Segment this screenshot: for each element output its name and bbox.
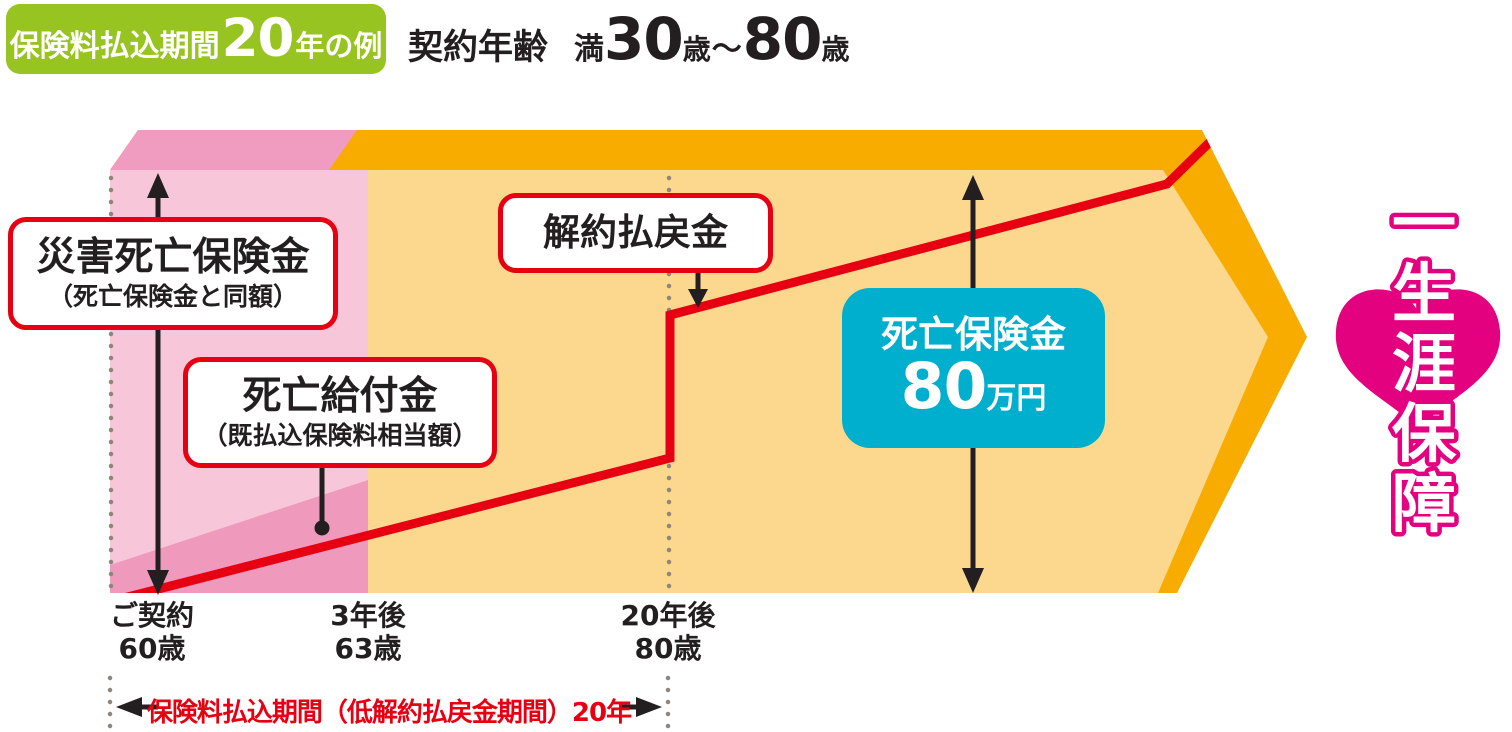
death-insurance-unit: 万円: [986, 381, 1047, 417]
catchphrase-char-1: 一: [1392, 188, 1456, 262]
death-benefit-wedge: [110, 480, 368, 593]
premium-period-badge: 保険料払込期間 20 年の例: [6, 4, 386, 74]
front-face-orange: [368, 170, 1268, 593]
axis-3years-line1: 3年後: [330, 599, 406, 632]
axis-contract-line1: ご契約: [109, 599, 194, 632]
age-from-unit: 歳: [682, 33, 711, 66]
death-benefit-subtitle: （既払込保険料相当額）: [202, 420, 478, 450]
top-face-pink: [110, 130, 357, 170]
age-to: 80: [742, 5, 823, 73]
accident-death-benefit-label: 災害死亡保険金 （死亡保険金と同額）: [8, 217, 338, 330]
axis-3years-line2: 63歳: [334, 632, 402, 665]
axis-20years-line1: 20年後: [620, 599, 716, 632]
catchphrase-vertical-text: 一 生 涯 保 障: [1388, 184, 1462, 547]
surrender-value-label: 解約払戻金: [498, 193, 773, 273]
badge-suffix: 年の例: [295, 29, 383, 63]
death-insurance-amount-line: 80万円: [901, 354, 1047, 420]
axis-20years-line2: 80歳: [634, 632, 702, 665]
catchphrase-char-4: 保: [1392, 398, 1457, 472]
age-label: 契約年齢: [408, 28, 549, 68]
surrender-pointer-arrow: [688, 272, 708, 308]
surrender-value-line: [110, 132, 1220, 593]
catchphrase-char-5: 障: [1392, 468, 1456, 542]
death-insurance-amount: 80: [900, 350, 988, 424]
catchphrase-char-3: 涯: [1392, 328, 1456, 402]
age-to-unit: 歳: [821, 33, 850, 66]
death-benefit-connector: [314, 466, 330, 536]
period-arrow-left: [116, 697, 158, 717]
premium-period-note: 保険料払込期間（低解約払戻金期間）20年: [146, 698, 632, 728]
catchphrase-char-2: 生: [1392, 258, 1456, 332]
death-insurance-amount-box: 死亡保険金 80万円: [842, 288, 1105, 448]
age-separator: ～: [711, 32, 742, 67]
badge-text: 保険料払込期間: [9, 29, 220, 64]
heart-icon: [1335, 289, 1501, 430]
surrender-value-title: 解約払戻金: [543, 210, 728, 254]
badge-number: 20: [221, 8, 295, 69]
death-benefit-title: 死亡給付金: [242, 373, 438, 419]
period-arrow-right: [620, 697, 662, 717]
axis-label-3years: 3年後 63歳: [298, 599, 438, 665]
axis-label-contract: ご契約 60歳: [82, 599, 222, 665]
age-prefix: 満: [574, 32, 605, 67]
death-benefit-label: 死亡給付金 （既払込保険料相当額）: [183, 357, 497, 468]
axis-contract-line2: 60歳: [118, 632, 186, 665]
age-from: 30: [604, 5, 684, 73]
contract-age-line: 契約年齢 満30歳～80歳: [408, 4, 849, 74]
axis-label-20years: 20年後 80歳: [598, 599, 738, 665]
death-insurance-title: 死亡保険金: [881, 312, 1066, 356]
accident-death-subtitle: （死亡保険金と同額）: [47, 281, 298, 311]
accident-death-title: 災害死亡保険金: [36, 234, 310, 280]
